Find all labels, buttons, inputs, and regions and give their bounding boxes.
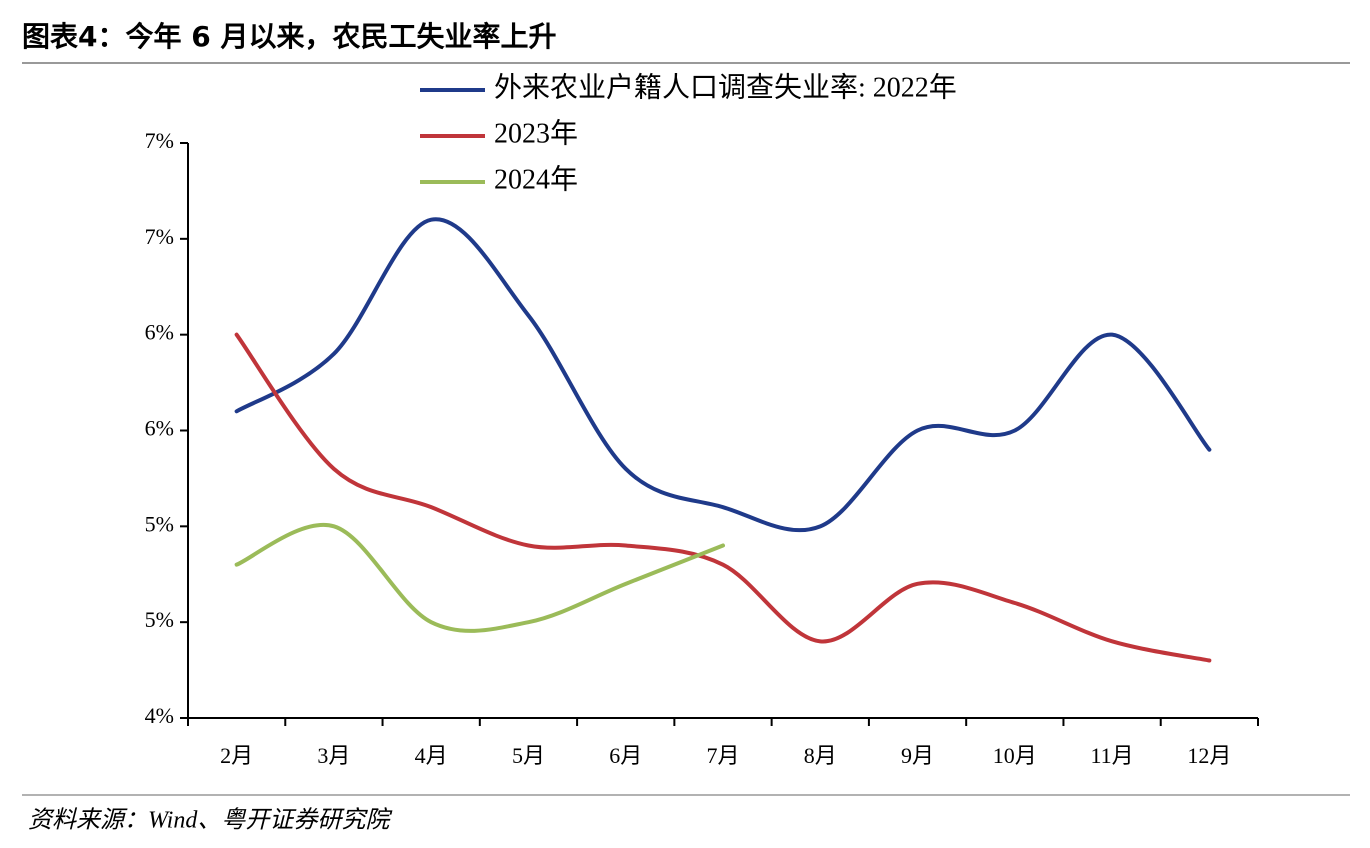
legend-label: 外来农业户籍人口调查失业率: 2022年: [494, 71, 957, 103]
y-tick-label: 4%: [145, 703, 174, 728]
y-tick-label: 6%: [145, 416, 174, 441]
x-tick-label: 9月: [901, 743, 934, 768]
x-tick-label: 5月: [512, 743, 545, 768]
x-tick-label: 11月: [1090, 743, 1133, 768]
x-tick-label: 7月: [706, 743, 739, 768]
y-tick-label: 5%: [145, 607, 174, 632]
series-line: [234, 332, 1212, 663]
legend-label: 2024年: [494, 163, 578, 195]
chart-title: 图表4：今年 6 月以来，农民工失业率上升: [22, 20, 556, 53]
x-tick-label: 2月: [220, 743, 253, 768]
series-line: [234, 522, 725, 633]
legend-label: 2023年: [494, 117, 578, 149]
x-tick-label: 6月: [609, 743, 642, 768]
x-tick-label: 8月: [804, 743, 837, 768]
y-tick-label: 5%: [145, 511, 174, 536]
x-tick-label: 3月: [317, 743, 350, 768]
x-tick-label: 10月: [993, 743, 1037, 768]
series-line: [234, 217, 1212, 533]
source: 资料来源：Wind、粤开证券研究院: [28, 807, 393, 834]
y-tick-label: 6%: [145, 320, 174, 345]
y-tick-label: 7%: [145, 128, 174, 153]
y-tick-label: 7%: [145, 224, 174, 249]
x-tick-label: 12月: [1187, 743, 1231, 768]
x-tick-label: 4月: [415, 743, 448, 768]
